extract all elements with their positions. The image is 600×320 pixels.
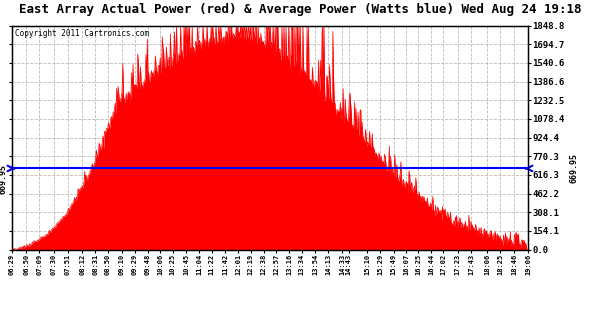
Text: 669.95: 669.95 xyxy=(0,164,8,194)
Text: Copyright 2011 Cartronics.com: Copyright 2011 Cartronics.com xyxy=(14,29,149,38)
Text: 669.95: 669.95 xyxy=(569,153,578,183)
Text: East Array Actual Power (red) & Average Power (Watts blue) Wed Aug 24 19:18: East Array Actual Power (red) & Average … xyxy=(19,3,581,16)
